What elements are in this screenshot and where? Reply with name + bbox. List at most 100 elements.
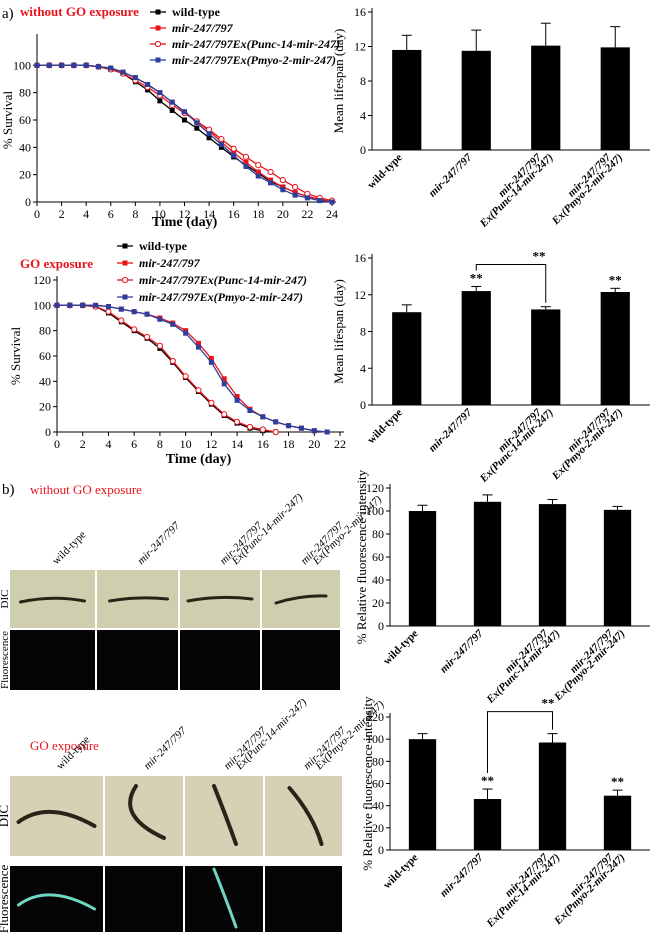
- series-line: [37, 64, 333, 203]
- data-point: [233, 418, 241, 425]
- data-point: [34, 62, 40, 68]
- y-tick-label: 120: [366, 481, 384, 495]
- bar: [473, 799, 502, 850]
- y-axis-label: % Survival: [8, 327, 23, 386]
- column-label: mir-247/797: [142, 725, 190, 773]
- worm: [287, 786, 324, 846]
- x-tick-label: mir-247/797: [427, 406, 475, 454]
- bar: [600, 291, 630, 405]
- bar: [461, 291, 491, 405]
- data-point: [143, 333, 151, 341]
- y-axis-label: % Survival: [0, 91, 15, 150]
- data-point: [230, 145, 237, 152]
- y-tick-label: 100: [366, 504, 384, 518]
- y-tick-label: 120: [33, 273, 51, 287]
- x-tick-label: wild-type: [365, 407, 405, 447]
- y-tick-label: 40: [39, 374, 51, 388]
- legend-label: wild-type: [172, 5, 221, 19]
- data-point: [144, 311, 150, 317]
- data-point: [268, 180, 274, 186]
- data-point: [279, 177, 286, 184]
- data-point: [304, 195, 310, 201]
- x-tick-label: 6: [131, 437, 137, 451]
- worm-fluorescence: [212, 867, 238, 929]
- data-point: [221, 376, 227, 382]
- x-tick-label: 14: [203, 207, 215, 221]
- x-tick-label: 14: [231, 437, 243, 451]
- significance-label: **: [611, 774, 624, 789]
- data-point: [280, 187, 286, 193]
- y-tick-label: 100: [33, 298, 51, 312]
- row-label: Fluorescence: [0, 631, 11, 689]
- data-point: [95, 64, 101, 70]
- data-point: [206, 131, 212, 137]
- data-point: [59, 62, 65, 68]
- y-tick-label: 20: [19, 168, 31, 182]
- bracket-label: **: [533, 248, 546, 263]
- series-line: [37, 64, 333, 203]
- y-tick-label: 100: [366, 732, 384, 746]
- bracket: [475, 263, 547, 303]
- data-point: [183, 328, 189, 334]
- data-point: [234, 397, 240, 403]
- data-point: [131, 326, 138, 333]
- data-point: [169, 107, 175, 113]
- bar: [600, 47, 630, 150]
- y-tick-label: 40: [19, 140, 31, 154]
- bar: [603, 509, 632, 626]
- data-point: [246, 423, 254, 431]
- data-point: [170, 321, 176, 327]
- data-point: [221, 411, 228, 418]
- data-point: [54, 302, 60, 308]
- column-label: Ex(Punc-14-mir-247): [229, 491, 306, 568]
- fluorescence-image: [97, 630, 178, 690]
- data-point: [194, 120, 200, 126]
- x-tick-label: mir-247/797: [438, 851, 486, 899]
- chart-title: without GO exposure: [20, 4, 139, 19]
- legend-label: mir-247/797Ex(Punc-14-mir-247): [172, 37, 340, 51]
- x-tick-label: mir-247/797: [438, 627, 486, 675]
- row-label: Fluorescence: [0, 864, 11, 933]
- y-tick-label: 20: [372, 821, 384, 835]
- y-tick-label: 4: [360, 361, 366, 375]
- y-tick-label: 80: [372, 754, 384, 768]
- bar: [408, 511, 437, 626]
- legend-marker: [122, 294, 128, 300]
- y-tick-label: 80: [372, 527, 384, 541]
- data-point: [243, 159, 249, 165]
- y-tick-label: 20: [372, 596, 384, 610]
- data-point: [105, 304, 111, 310]
- legend-label: mir-247/797: [172, 21, 234, 35]
- data-point: [242, 153, 250, 160]
- series-line: [37, 64, 333, 203]
- data-point: [118, 317, 125, 324]
- data-point: [108, 65, 114, 71]
- data-point: [259, 426, 266, 433]
- data-point: [272, 428, 279, 436]
- fluorescence-image: [265, 866, 342, 932]
- panel-title: without GO exposure: [30, 482, 142, 497]
- data-point: [196, 340, 201, 346]
- y-tick-label: 16: [354, 5, 366, 19]
- y-tick-label: 60: [19, 113, 31, 127]
- x-tick-label: Ex(Pmyo-2-mir-247): [549, 152, 625, 228]
- x-tick-label: 2: [80, 437, 86, 451]
- fluorescence-image: [180, 630, 260, 690]
- y-tick-label: 60: [372, 777, 384, 791]
- fluorescence-image: [185, 866, 263, 932]
- series-line: [57, 304, 276, 433]
- x-tick-label: 8: [132, 207, 138, 221]
- data-point: [118, 306, 124, 312]
- x-tick-label: 16: [228, 207, 240, 221]
- data-point: [221, 381, 227, 387]
- dic-image: [265, 776, 342, 856]
- panel-title: GO exposure: [30, 738, 99, 753]
- column-label: Ex(Punc-14-mir-247): [233, 696, 310, 773]
- legend-label: mir-247/797: [139, 256, 201, 270]
- data-point: [195, 387, 202, 394]
- y-tick-label: 4: [360, 109, 366, 123]
- fluorescence-image: [262, 630, 340, 690]
- y-tick-label: 12: [354, 40, 366, 54]
- y-tick-label: 12: [354, 288, 366, 302]
- x-tick-label: wild-type: [381, 852, 421, 892]
